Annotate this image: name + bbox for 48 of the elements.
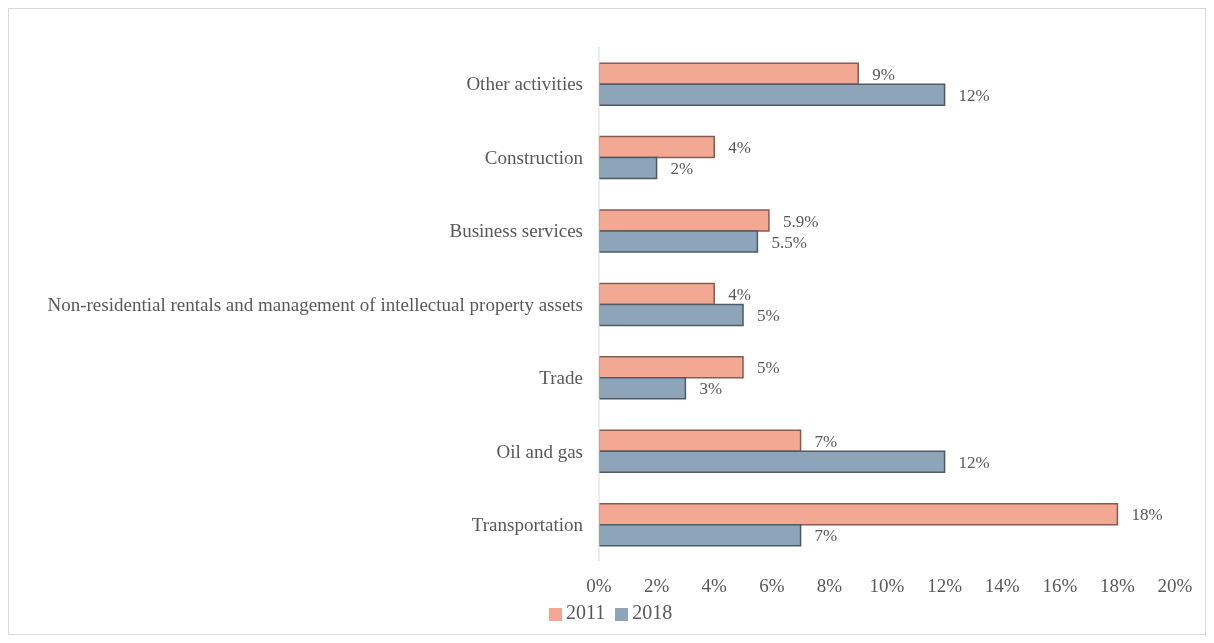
- x-tick-label: 14%: [984, 575, 1020, 597]
- y-tick-label: Non-residential rentals and management of intellectual property assets: [47, 293, 583, 315]
- data-label: 18%: [1131, 505, 1163, 525]
- bar: [599, 429, 802, 453]
- bar: [599, 523, 802, 547]
- x-tick-label: 20%: [1157, 575, 1193, 597]
- data-label: 4%: [728, 138, 751, 158]
- x-tick-label: 12%: [927, 575, 963, 597]
- bar: [599, 230, 759, 253]
- data-label: 7%: [814, 526, 838, 546]
- x-tick-label: 8%: [816, 575, 843, 597]
- bar: [599, 62, 859, 85]
- bar: [599, 303, 744, 327]
- y-tick-label: Other activities: [466, 73, 583, 95]
- legend-label: 2018: [632, 601, 673, 623]
- bar: [599, 83, 946, 106]
- x-tick-label: 6%: [759, 575, 785, 597]
- bar: [599, 502, 1119, 526]
- data-label: 2%: [670, 159, 694, 179]
- x-tick-label: 0%: [586, 575, 612, 597]
- data-label: 7%: [814, 431, 838, 451]
- x-tick-label: 4%: [701, 575, 728, 597]
- y-tick-label: Oil and gas: [496, 440, 583, 462]
- bar: [599, 450, 946, 474]
- bar: [599, 356, 744, 379]
- bar: [599, 209, 770, 232]
- data-label: 9%: [872, 64, 895, 84]
- x-tick-label: 16%: [1042, 575, 1078, 597]
- x-tick-label: 10%: [869, 575, 905, 597]
- y-tick-label: Business services: [449, 220, 583, 242]
- data-label: 12%: [958, 452, 990, 472]
- x-tick-label: 18%: [1099, 575, 1135, 597]
- legend-label: 2011: [566, 601, 606, 623]
- data-label: 5%: [757, 358, 780, 378]
- y-tick-label: Transportation: [471, 514, 584, 536]
- data-label: 5%: [757, 305, 780, 325]
- data-label: 5.9%: [782, 211, 819, 231]
- y-tick-label: Trade: [539, 367, 583, 389]
- bar: [599, 282, 715, 306]
- bar: [599, 135, 715, 159]
- data-label: 4%: [728, 284, 751, 304]
- data-label: 5.5%: [771, 232, 807, 252]
- x-tick-label: 2%: [643, 575, 670, 597]
- data-label: 3%: [699, 379, 723, 399]
- data-label: 12%: [958, 85, 990, 105]
- bar: [599, 156, 658, 180]
- bar: [599, 377, 687, 400]
- y-tick-label: Construction: [484, 146, 584, 168]
